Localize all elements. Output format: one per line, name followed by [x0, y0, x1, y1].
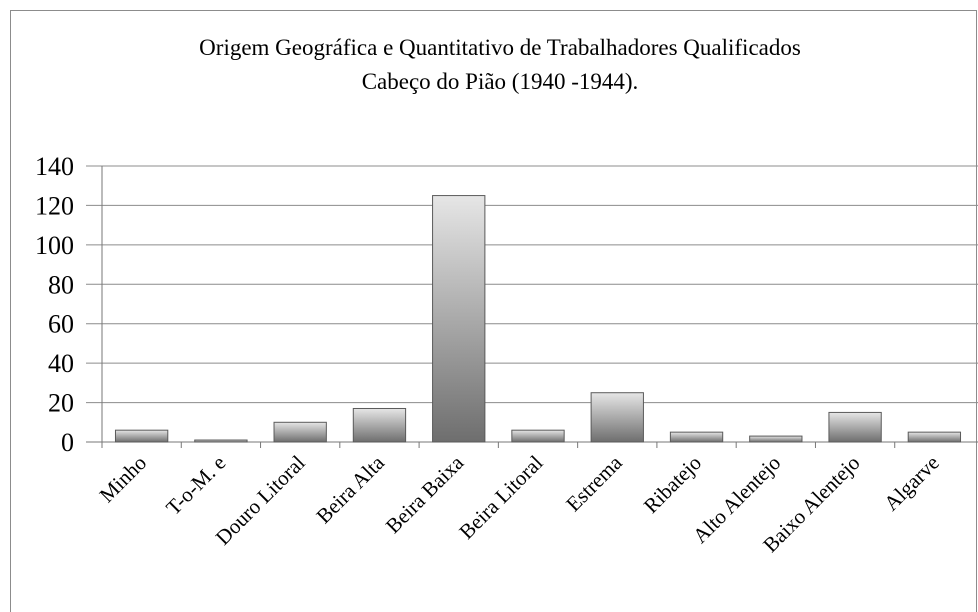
bar: [114, 429, 169, 443]
bar: [590, 392, 644, 443]
x-tick-label: Ribatejo: [639, 451, 706, 518]
chart-title: Origem Geográfica e Quantitativo de Trab…: [199, 35, 801, 60]
y-tick-label: 120: [35, 191, 74, 220]
bar: [669, 431, 724, 443]
bar: [511, 429, 565, 443]
bar: [749, 435, 803, 443]
chart-frame: [10, 10, 977, 612]
y-tick-label: 20: [48, 389, 74, 418]
x-tick-label: Algarve: [879, 451, 944, 516]
bar: [828, 411, 882, 443]
x-tick-label: Estrema: [561, 450, 627, 516]
chart-title: Cabeço do Pião (1940 -1944).: [362, 69, 639, 94]
bar: [907, 431, 962, 443]
bar: [273, 421, 327, 443]
x-tick-label: Beira Litoral: [454, 450, 547, 543]
y-tick-label: 140: [35, 152, 74, 181]
bar: [432, 195, 486, 443]
y-tick-label: 40: [48, 349, 74, 378]
bar: [194, 439, 248, 443]
y-tick-label: 0: [61, 428, 74, 457]
y-tick-label: 100: [35, 231, 74, 260]
y-tick-label: 80: [48, 270, 74, 299]
y-tick-label: 60: [48, 310, 74, 339]
x-tick-label: Minho: [95, 451, 152, 508]
x-tick-label: Beira Alta: [311, 450, 389, 528]
bar: [352, 407, 407, 443]
x-tick-label: T-o-M. e: [161, 451, 230, 520]
